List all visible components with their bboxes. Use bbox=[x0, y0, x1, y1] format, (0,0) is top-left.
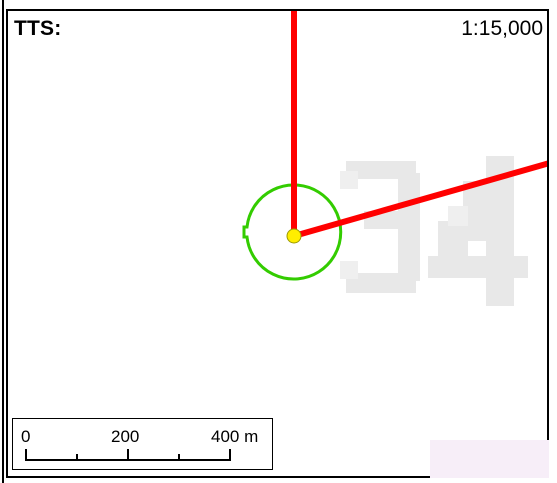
scalebar-tick-mark bbox=[127, 449, 129, 461]
map-frame[interactable]: TTS: 1:15,000 0 200 400 m bbox=[6, 9, 549, 478]
scalebar-tick-0: 0 bbox=[21, 427, 31, 446]
radius-circle bbox=[242, 183, 343, 281]
tts-label: TTS: bbox=[14, 17, 62, 40]
scalebar-tick-mark bbox=[178, 454, 180, 461]
scalebar-tick-mark bbox=[229, 449, 231, 461]
scalebar-tick-400: 400 m bbox=[211, 427, 259, 446]
map-canvas[interactable] bbox=[8, 11, 549, 478]
scalebar: 0 200 400 m bbox=[12, 418, 273, 470]
left-border-rule bbox=[2, 0, 4, 483]
scalebar-tick-200: 200 bbox=[111, 427, 140, 446]
center-point-marker[interactable] bbox=[286, 228, 302, 244]
scalebar-tick-mark bbox=[25, 449, 27, 461]
scale-ratio: 1:15,000 bbox=[461, 17, 543, 40]
route-line-east bbox=[293, 160, 547, 239]
background-map-bleed bbox=[430, 440, 549, 478]
watermark-digits bbox=[340, 156, 528, 306]
scalebar-tick-mark bbox=[76, 454, 78, 461]
